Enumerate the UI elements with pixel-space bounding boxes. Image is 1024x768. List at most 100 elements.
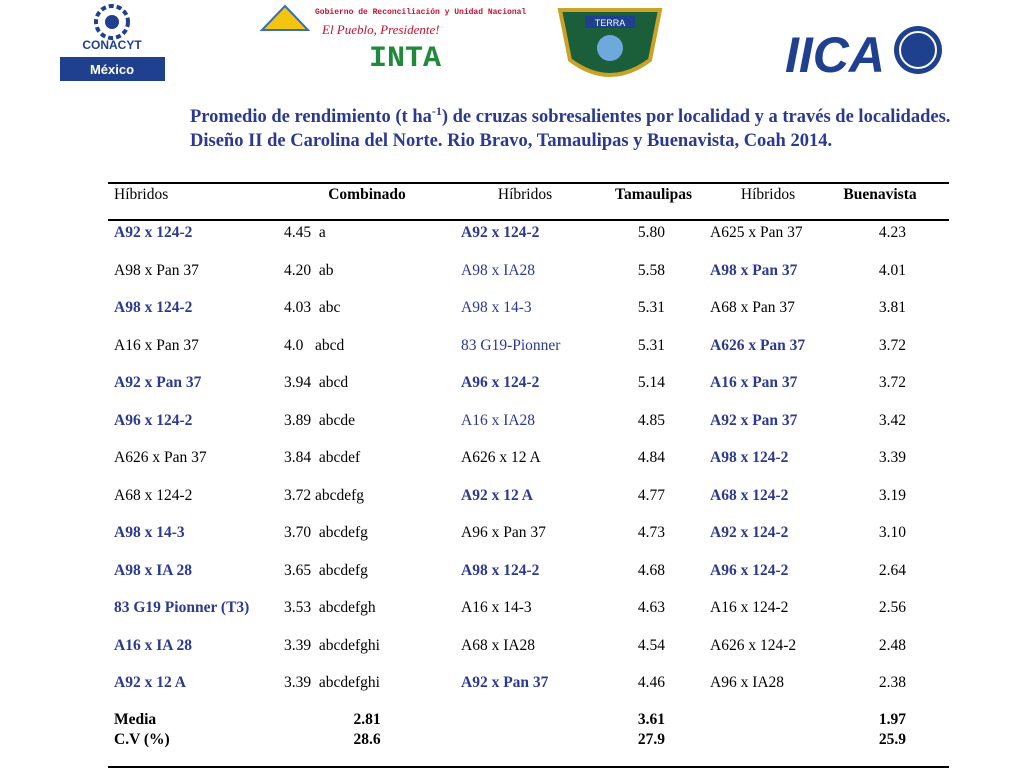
hybrid-cell: A16 x IA28 [461,411,536,429]
value-cell: 3.39 [878,449,906,466]
hybrid-cell: A96 x 124-2 [710,561,789,579]
hybrid-cell: A98 x IA28 [461,261,536,279]
value-cell: 3.10 [878,524,906,541]
hybrid-cell: A98 x 124-2 [461,561,540,579]
value-cell: 4.45 a [284,224,326,241]
value-cell: 4.63 [637,599,665,616]
value-cell: 3.94 abcd [284,374,349,391]
footer-cell: C.V (%) [114,731,170,748]
hybrid-cell: A16 x 124-2 [710,599,789,616]
hybrid-cell: A68 x 124-2 [710,486,789,504]
hybrid-cell: A92 x Pan 37 [710,411,798,429]
title-text: Promedio de rendimiento (t ha [190,107,432,128]
hybrid-cell: A96 x 124-2 [461,374,540,391]
uaaan-logo: TERRA [557,8,663,77]
value-cell: 2.56 [878,599,906,616]
value-cell: 4.0 abcd [284,336,345,354]
value-cell: 5.80 [637,224,665,241]
value-cell: 4.54 [637,636,665,654]
title-text: ) de cruzas sobresalientes por localidad… [190,107,951,151]
hybrid-cell: A16 x Pan 37 [114,336,199,354]
hybrid-cell: A16 x IA 28 [114,636,192,654]
hybrid-cell: A16 x Pan 37 [710,374,798,391]
iica-logo: IICA [785,26,942,83]
value-cell: 3.72 [878,374,906,391]
hybrid-cell: A92 x Pan 37 [114,374,202,391]
hybrid-cell: 83 G19 Pionner (T3) [114,599,250,616]
title: Promedio de rendimiento (t ha-1) de cruz… [190,100,960,153]
value-cell: 3.89 abcde [284,411,356,429]
hybrid-cell: A92 x 124-2 [114,224,193,241]
value-cell: 2.38 [878,674,906,691]
hybrid-cell: A16 x 14-3 [461,599,532,616]
title-sup: -1 [431,104,442,118]
value-cell: 4.77 [637,486,665,504]
hybrid-cell: A625 x Pan 37 [710,224,803,241]
hybrid-cell: A92 x 12 A [114,674,186,691]
hybrid-cell: A626 x 12 A [461,449,541,466]
value-cell: 4.23 [878,224,906,241]
hybrid-cell: A92 x 124-2 [461,224,540,241]
value-cell: 3.65 abcdefg [284,561,368,579]
value-cell: 4.03 abc [284,299,341,316]
hybrid-cell: A98 x 124-2 [710,449,789,466]
value-cell: 4.46 [637,674,665,691]
value-cell: 5.58 [637,261,665,279]
hybrid-cell: A68 x 124-2 [114,486,193,504]
header-cell: Híbridos [740,186,796,203]
hybrid-cell: A626 x 124-2 [710,636,797,654]
value-cell: 4.84 [637,449,665,466]
value-cell: 3.39 abcdefghi [284,674,380,691]
value-cell: 3.84 abcdef [284,449,361,466]
hybrid-cell: A626 x Pan 37 [114,449,207,466]
footer-cell: 2.81 [353,711,381,728]
hybrid-cell: A98 x Pan 37 [710,261,798,279]
inta-logo: Gobierno de Reconciliación y Unidad Naci… [259,4,526,76]
logo-text: CONACYT [82,38,142,52]
logo-text: El Pueblo, Presidente! [321,22,440,37]
logo-text: INTA [369,42,441,76]
hybrid-cell: A98 x 14-3 [114,524,185,541]
value-cell: 5.31 [637,336,665,354]
header-cell: Buenavista [843,186,917,203]
hybrid-cell: A98 x 14-3 [461,299,532,316]
value-cell: 3.53 abcdefgh [284,599,376,616]
logo-text: IICA [785,27,885,83]
value-cell: 4.85 [637,411,665,429]
value-cell: 3.70 abcdefg [284,524,368,541]
rule [108,766,949,768]
value-cell: 3.19 [878,486,906,504]
rule [108,182,949,184]
header-cell: Combinado [328,186,406,203]
logo-text: Gobierno de Reconciliación y Unidad Naci… [315,8,526,17]
footer-cell: 1.97 [878,711,906,728]
hybrid-cell: A98 x 124-2 [114,299,193,316]
value-cell: 2.64 [878,561,906,579]
footer-cell: 27.9 [637,731,665,748]
hybrid-cell: A98 x Pan 37 [114,261,199,279]
hybrid-cell: 83 G19-Pionner [461,336,561,354]
header-cell: Tamaulipas [615,186,692,203]
value-cell: 4.73 [637,524,665,541]
logo-text: TERRA [595,18,626,28]
footer-cell: 28.6 [353,731,381,748]
value-cell: 5.14 [637,374,665,391]
footer-cell: Media [114,711,157,728]
value-cell: 3.72 abcdefg [284,486,365,504]
header-cell: Híbridos [497,186,553,203]
hybrid-cell: A96 x 124-2 [114,411,193,429]
hybrid-cell: A92 x 12 A [461,486,533,504]
footer-cell: 3.61 [637,711,665,728]
hybrid-cell: A96 x Pan 37 [461,524,546,541]
value-cell: 4.01 [878,261,906,279]
logo-text: México [90,62,134,77]
value-cell: 3.72 [878,336,906,354]
hybrid-cell: A68 x Pan 37 [710,299,795,316]
hybrid-cell: A626 x Pan 37 [710,336,806,354]
header-cell: Híbridos [114,186,169,203]
value-cell: 4.68 [637,561,665,579]
value-cell: 3.39 abcdefghi [284,636,380,654]
hybrid-cell: A98 x IA 28 [114,561,192,579]
hybrid-cell: A68 x IA28 [461,636,536,654]
